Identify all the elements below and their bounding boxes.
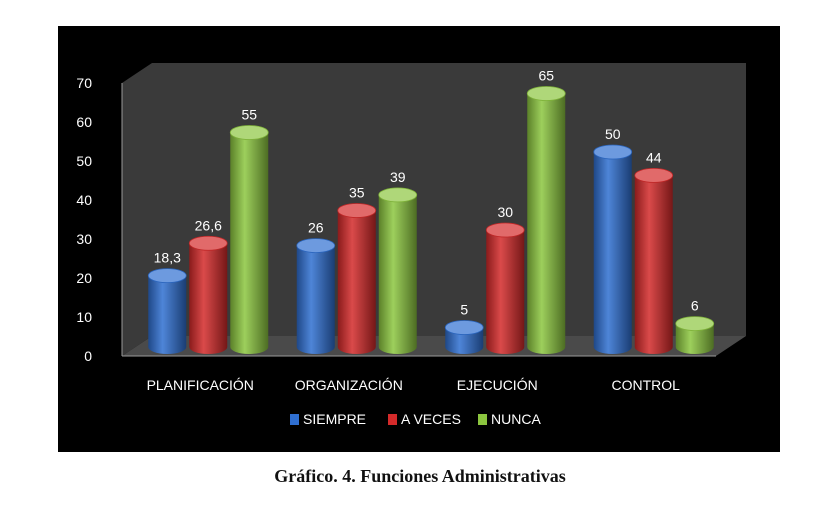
y-tick-label: 0 bbox=[84, 348, 92, 364]
data-label: 26 bbox=[308, 220, 324, 236]
data-label: 35 bbox=[349, 185, 365, 201]
chart-panel: 0 10 20 30 40 50 60 70 18,3 26,6 55 26 35 39 5 30 65 50 4… bbox=[58, 26, 780, 452]
bar bbox=[188, 235, 228, 354]
bar-chart: 0 10 20 30 40 50 60 70 18,3 26,6 55 26 35 39 5 30 65 50 4… bbox=[76, 63, 746, 427]
bar bbox=[593, 144, 633, 354]
data-label: 39 bbox=[390, 169, 406, 185]
bar bbox=[675, 316, 715, 354]
bar bbox=[378, 187, 418, 354]
legend-swatch bbox=[290, 414, 299, 425]
bar bbox=[526, 86, 566, 354]
bar bbox=[634, 167, 674, 354]
data-label: 44 bbox=[646, 149, 662, 165]
legend-item: NUNCA bbox=[478, 411, 541, 427]
data-label: 5 bbox=[460, 302, 468, 318]
legend-swatch bbox=[388, 414, 397, 425]
data-label: 30 bbox=[497, 204, 513, 220]
bar bbox=[485, 222, 525, 354]
bar bbox=[444, 320, 484, 354]
x-tick-label: ORGANIZACIÓN bbox=[295, 377, 403, 393]
x-tick-label: PLANIFICACIÓN bbox=[147, 377, 254, 393]
bar bbox=[337, 203, 377, 354]
y-tick-label: 50 bbox=[76, 153, 92, 169]
chart-floor bbox=[122, 336, 746, 356]
data-label: 26,6 bbox=[195, 217, 222, 233]
y-tick-label: 10 bbox=[76, 309, 92, 325]
data-label: 50 bbox=[605, 126, 621, 142]
chart-back-wall bbox=[122, 63, 746, 356]
bar bbox=[147, 268, 187, 354]
data-label: 18,3 bbox=[154, 250, 181, 266]
y-tick-label: 30 bbox=[76, 231, 92, 247]
legend-swatch bbox=[478, 414, 487, 425]
y-tick-label: 20 bbox=[76, 270, 92, 286]
legend-label: NUNCA bbox=[491, 411, 541, 427]
y-tick-label: 60 bbox=[76, 114, 92, 130]
figure-caption: Gráfico. 4. Funciones Administrativas bbox=[274, 466, 566, 486]
bar bbox=[229, 125, 269, 354]
y-tick-label: 40 bbox=[76, 192, 92, 208]
data-label: 55 bbox=[241, 107, 257, 123]
x-tick-label: CONTROL bbox=[612, 377, 681, 393]
y-tick-label: 70 bbox=[76, 75, 92, 91]
legend-label: A VECES bbox=[401, 411, 461, 427]
legend-item: SIEMPRE bbox=[290, 411, 366, 427]
data-label: 65 bbox=[538, 68, 554, 84]
x-tick-label: EJECUCIÓN bbox=[457, 377, 538, 393]
bar bbox=[296, 238, 336, 354]
data-label: 6 bbox=[691, 298, 699, 314]
legend-label: SIEMPRE bbox=[303, 411, 366, 427]
legend-item: A VECES bbox=[388, 411, 461, 427]
